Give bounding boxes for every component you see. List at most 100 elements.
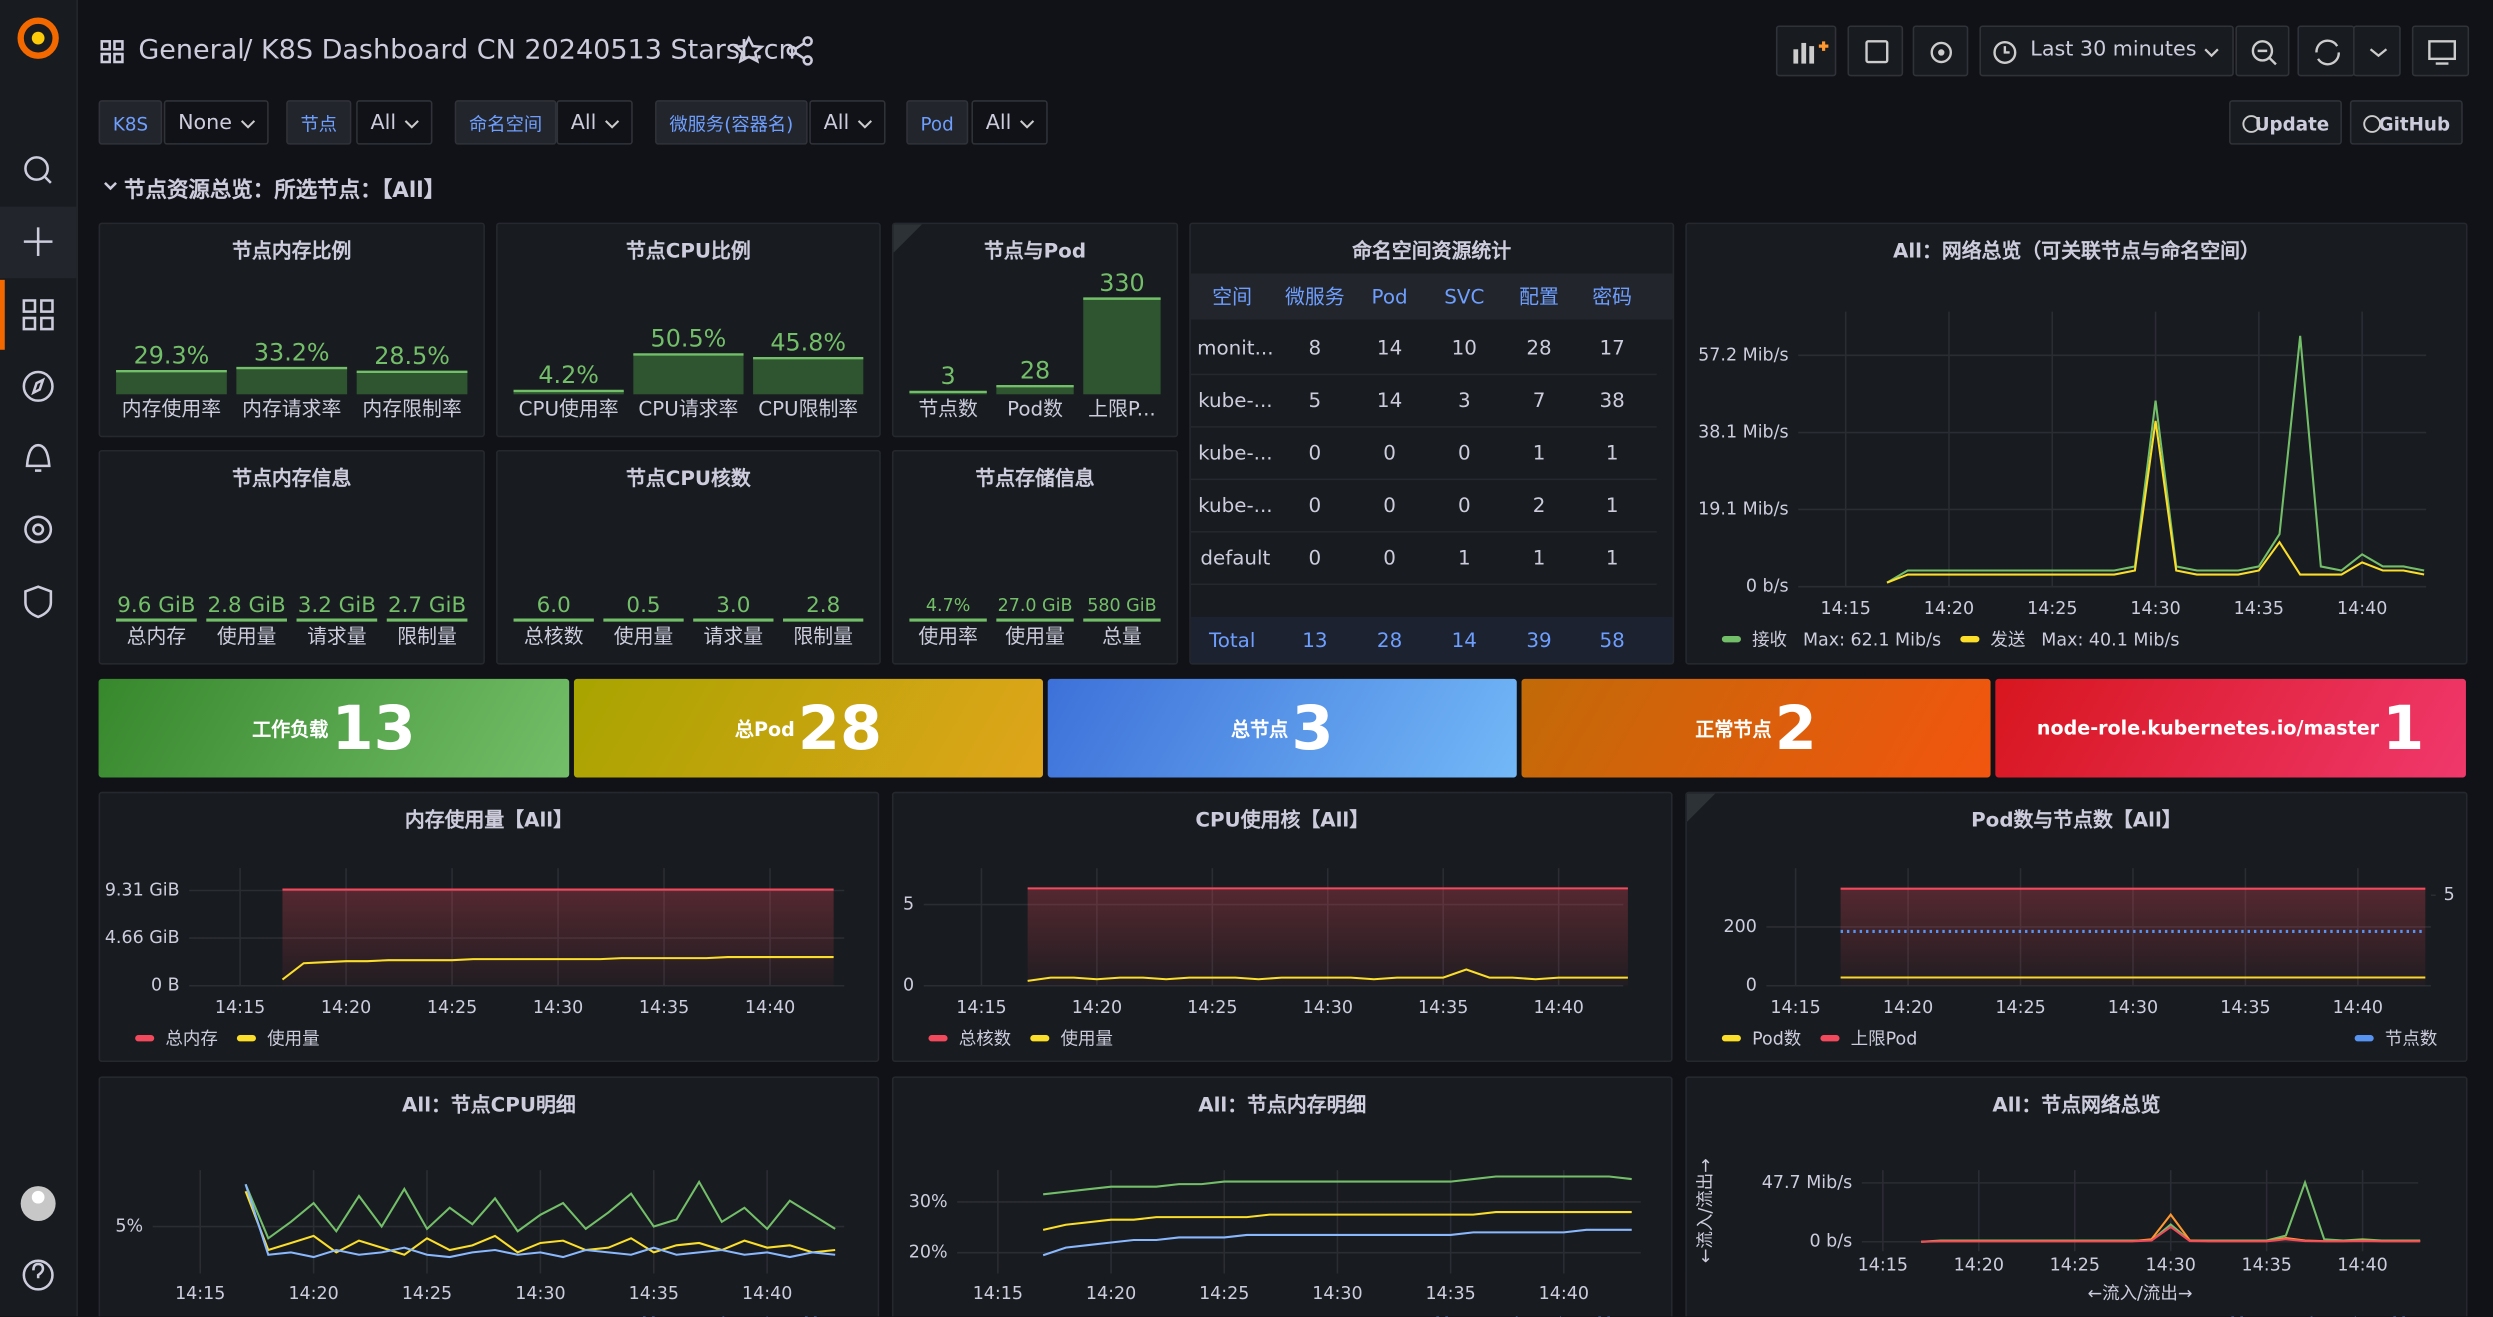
- info-value: 3.0: [716, 593, 750, 618]
- legend-item[interactable]: 发送 Max: 40.1 Mib/s: [1960, 626, 2179, 651]
- add-panel-btn[interactable]: [1775, 25, 1837, 77]
- info-stats: 4.7% 使用率 27.0 GiB 使用量 580 GiB 总量: [909, 596, 1161, 648]
- info-label: 总量: [1102, 625, 1142, 648]
- save-btn[interactable]: [1847, 25, 1904, 77]
- legend-column[interactable]: Mean: [1435, 1313, 1483, 1316]
- legend-column[interactable]: Max: [803, 1313, 839, 1316]
- zoom-out-btn[interactable]: [2235, 25, 2290, 77]
- chevron-path: [240, 120, 255, 129]
- gauge-value: 28: [1020, 356, 1050, 384]
- table-cell: 0: [1457, 492, 1471, 517]
- link-icon-shape: [2242, 115, 2261, 133]
- series-area: [1027, 888, 1628, 986]
- nav-config[interactable]: [24, 515, 53, 544]
- star-icon[interactable]: [733, 35, 765, 64]
- table-cell: monit...: [1197, 335, 1274, 360]
- legend-name: 接收: [1752, 629, 1788, 651]
- link-text: GitHub: [2378, 112, 2451, 136]
- legend-item[interactable]: Pod数: [1721, 1025, 1801, 1050]
- legend-item[interactable]: 上限Pod: [1820, 1025, 1917, 1050]
- y-tick-label: 19.1 Mib/s: [1698, 499, 1788, 519]
- legend: 总内存 使用量: [135, 1025, 849, 1050]
- gauge-bar: [753, 358, 864, 395]
- settings-btn[interactable]: [1912, 25, 1969, 77]
- table-header-bg: [1190, 273, 1673, 320]
- y-tick-label: 4.66 GiB: [105, 928, 180, 948]
- variable-value-text: All: [370, 111, 397, 136]
- table-cell: kube-...: [1198, 492, 1273, 517]
- column-header: 配置: [1519, 284, 1559, 309]
- link-button[interactable]: GitHub: [2349, 100, 2463, 145]
- legend-max: Max: 62.1 Mib/s: [1802, 628, 1942, 650]
- time-picker[interactable]: Last 30 minutes: [1979, 25, 2234, 77]
- legend-column[interactable]: Max: [1597, 1313, 1633, 1316]
- gauge-label: CPU限制率: [758, 398, 858, 421]
- tv-mode-btn[interactable]: [2411, 25, 2470, 77]
- legend-swatch: [135, 1035, 155, 1042]
- y-tick-label: 0 b/s: [1809, 1232, 1852, 1252]
- table-cell: 0: [1383, 545, 1396, 570]
- table-cell: 1: [1532, 545, 1546, 570]
- variable-value[interactable]: None: [163, 100, 269, 145]
- chart: 0 B 4.66 GiB 9.31 GiB 14:15 14:20 14:25 14:30 1…: [105, 868, 845, 1018]
- variable-value[interactable]: All: [971, 100, 1048, 145]
- legend-item[interactable]: 接收 Max: 62.1 Mib/s: [1721, 626, 1942, 651]
- nav-create[interactable]: [23, 227, 53, 256]
- total-cell: 39: [1526, 628, 1552, 652]
- legend-item[interactable]: 总内存: [135, 1025, 218, 1050]
- gauge-bar: [116, 371, 227, 395]
- share-icon[interactable]: [786, 36, 813, 66]
- series-line: [1886, 335, 2425, 584]
- x-tick-label: 14:25: [1199, 1284, 1249, 1304]
- refresh-btn[interactable]: [2297, 25, 2355, 77]
- nav-dashboards[interactable]: [22, 299, 54, 331]
- nav-alerting[interactable]: [25, 443, 51, 472]
- legend-column[interactable]: Mean: [2230, 1313, 2278, 1316]
- gauge-value: 33.2%: [254, 338, 330, 366]
- logo[interactable]: [17, 17, 59, 59]
- total-cell: 28: [1376, 628, 1403, 652]
- panel-title: CPU使用核【All】: [1195, 807, 1370, 832]
- legend-column[interactable]: Last *: [721, 1313, 772, 1316]
- nav-admin[interactable]: [24, 585, 53, 619]
- nav-help[interactable]: [22, 1259, 54, 1291]
- refresh-interval-btn[interactable]: [2353, 25, 2401, 77]
- series-line: [1921, 1225, 2421, 1243]
- row-title[interactable]: 节点资源总览：所选节点：【All】: [124, 178, 446, 204]
- legend-item[interactable]: 使用量: [1030, 1025, 1113, 1050]
- series-line: [1027, 968, 1628, 982]
- y-axis-label: ←流入/流出→: [1696, 1158, 1716, 1263]
- panel: All：节点CPU明细 5% 14:15 14:20 14:25 14:30 14:35 14…: [98, 1076, 880, 1317]
- legend-column[interactable]: Last *: [1514, 1313, 1565, 1316]
- gauge-bar: [513, 390, 624, 395]
- icon: [2428, 40, 2456, 65]
- legend-name: 总内存: [165, 1028, 218, 1050]
- legend-column[interactable]: Mean: [641, 1313, 689, 1316]
- legend-item[interactable]: 总核数: [928, 1025, 1011, 1050]
- x-tick-label: 14:30: [515, 1284, 565, 1304]
- nav-search[interactable]: [24, 156, 52, 184]
- y-tick-label: 38.1 Mib/s: [1698, 423, 1788, 443]
- info-value: 2.7 GiB: [388, 593, 466, 618]
- variable-value-text: All: [985, 111, 1012, 136]
- nav-explore[interactable]: [22, 370, 54, 402]
- legend-item[interactable]: 使用量: [236, 1025, 320, 1050]
- legend-column[interactable]: Max: [2392, 1313, 2428, 1316]
- gauge-label: 内存使用率: [122, 398, 221, 421]
- variable-value[interactable]: All: [556, 100, 633, 145]
- stat-value: 1: [2382, 693, 2425, 764]
- legend-item[interactable]: 节点数: [2354, 1025, 2437, 1050]
- variable-value[interactable]: All: [356, 100, 433, 145]
- stat-label: 正常节点: [1695, 717, 1772, 741]
- table-cell: 38: [1599, 387, 1625, 412]
- panel: 节点内存信息 9.6 GiB 总内存 2.8 GiB 使用量 3.2 GiB 请求量 2.7 …: [98, 449, 485, 665]
- breadcrumb-parent[interactable]: General: [138, 34, 244, 65]
- total-row-bg: [1190, 616, 1673, 663]
- legend-column[interactable]: Last *: [2309, 1313, 2360, 1316]
- row-chevron[interactable]: [104, 181, 117, 191]
- variable-value[interactable]: All: [809, 100, 886, 145]
- x-axis-label: ←流入/流出→: [2087, 1284, 2192, 1304]
- table-cell: 0: [1383, 492, 1396, 517]
- link-button[interactable]: Update: [2229, 100, 2342, 145]
